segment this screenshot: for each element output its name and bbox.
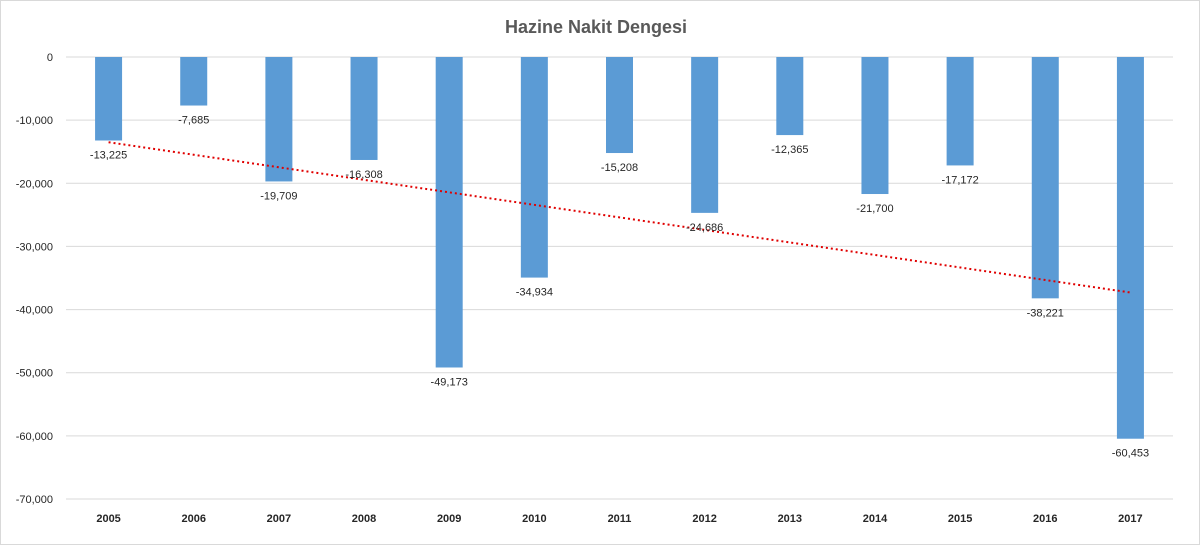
bar-2005 [95,57,123,141]
x-tick-label: 2017 [1118,513,1142,525]
bar-2017 [1116,57,1144,439]
y-tick-label: -70,000 [16,494,53,506]
bar-2009 [435,57,463,368]
bar-2006 [180,57,208,106]
bar-2011 [606,57,633,154]
data-label-2007: -19,709 [260,190,297,202]
x-tick-label: 2013 [778,513,802,525]
x-tick-label: 2005 [96,513,120,525]
data-label-2016: -38,221 [1027,307,1064,319]
bar-2016 [1031,57,1059,299]
gridlines [66,56,1173,500]
bar-2010 [520,57,548,278]
data-label-2010: -34,934 [516,287,553,299]
data-label-2008: -16,308 [345,169,382,181]
y-tick-label: 0 [47,52,53,64]
data-label-2017: -60,453 [1112,448,1149,460]
y-tick-label: -20,000 [16,178,53,190]
x-tick-label: 2009 [437,513,461,525]
bar-2007 [265,57,293,182]
data-label-2006: -7,685 [178,115,209,127]
data-label-2012: -24,686 [686,222,723,234]
bar-2012 [691,57,719,213]
x-tick-label: 2007 [267,513,291,525]
x-tick-label: 2011 [608,513,632,525]
y-tick-label: -30,000 [16,241,53,253]
data-label-2014: -21,700 [856,203,893,215]
x-tick-label: 2006 [181,513,205,525]
x-axis-ticks: 2005 2006 2007 2008 2009 2010 2011 2012 2013 2014… [96,513,1142,525]
trendline [108,141,1131,294]
x-tick-label: 2014 [863,513,888,525]
data-label-2013: -12,365 [771,144,808,156]
data-label-2015: -17,172 [941,174,978,186]
x-tick-label: 2010 [522,513,546,525]
bar-2014 [861,57,889,195]
y-tick-label: -50,000 [16,368,53,380]
bar-2008 [350,57,378,160]
data-label-2011: -15,208 [601,162,638,174]
x-tick-label: 2012 [692,513,716,525]
y-tick-label: -40,000 [16,305,53,317]
y-tick-label: -60,000 [16,431,53,443]
x-tick-label: 2015 [948,513,972,525]
data-label-2005: -13,225 [90,150,127,162]
bar-2015 [946,57,974,166]
data-labels: -13,225 -7,685 -19,709 -16,308 -49,173 -34,93… [90,115,1149,460]
trendline-layer [108,141,1131,294]
y-tick-label: -10,000 [16,115,53,127]
y-axis-ticks: 0 -10,000 -20,000 -30,000 -40,000 -50,000 -60,… [16,52,53,506]
bars [95,57,1144,439]
bar-2013 [776,57,804,136]
x-tick-label: 2016 [1033,513,1057,525]
data-label-2009: -49,173 [431,376,468,388]
chart-title: Hazine Nakit Dengesi [505,17,687,37]
x-tick-label: 2008 [352,513,376,525]
